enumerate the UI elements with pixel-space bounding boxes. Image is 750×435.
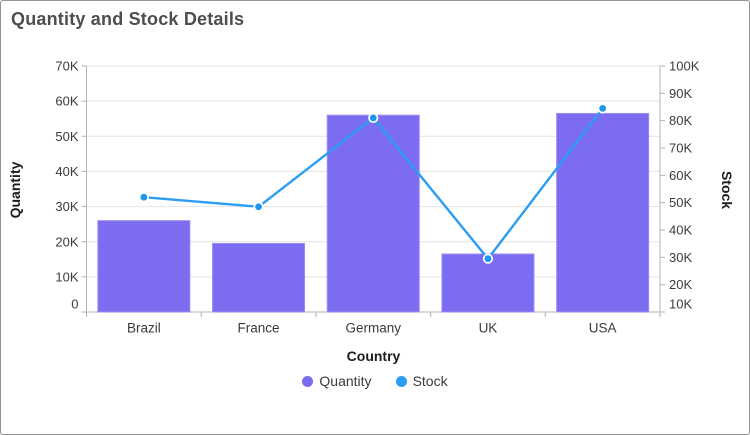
legend-item-stock[interactable]: Stock [395,373,448,389]
y-axis-label-left: 50K [55,129,78,144]
x-axis-title: Country [346,348,401,364]
x-axis-label-uk: UK [479,321,498,336]
y-axis-label-left: 60K [55,94,78,109]
line-marker-usa[interactable] [597,103,608,114]
y-axis-title-left: Quantity [7,161,23,219]
line-marker-uk[interactable] [482,253,494,264]
y-axis-label-right: 80K [669,113,692,128]
bar-usa[interactable] [556,112,650,313]
line-marker-france[interactable] [253,201,264,212]
y-axis-label-right: 60K [669,168,692,183]
legend: Quantity Stock [1,373,749,389]
y-axis-label-left: 10K [55,269,78,284]
legend-item-quantity[interactable]: Quantity [302,373,372,389]
legend-label-stock: Stock [412,373,448,389]
y-axis-label-right: 100K [669,59,700,74]
y-axis-label-right: 90K [669,86,692,101]
chart-title: Quantity and Stock Details [11,9,245,29]
bar-germany[interactable] [326,114,420,313]
bar-france[interactable] [212,242,306,313]
y-axis-label-right: 40K [669,223,692,238]
y-axis-label-right: 20K [669,277,692,292]
y-axis-label-left: 70K [55,59,78,74]
y-axis-label-right: 30K [669,250,692,265]
y-axis-label-left: 40K [55,164,78,179]
x-axis-label-germany: Germany [345,321,401,336]
y-axis-label-left: 20K [55,234,78,249]
y-axis-label-left: 30K [55,199,78,214]
y-axis-label-right: 10K [669,297,692,312]
y-axis-label-right: 70K [669,141,692,156]
legend-dot-quantity-icon [302,375,314,387]
line-marker-germany[interactable] [368,112,379,124]
legend-dot-stock-icon [395,375,407,387]
y-axis-title-right: Stock [719,170,735,210]
bar-brazil[interactable] [97,220,191,313]
y-axis-label-left: 0 [71,297,78,312]
y-axis-label-right: 50K [669,195,692,210]
x-axis-label-france: France [238,321,280,336]
legend-label-quantity: Quantity [319,373,372,389]
x-axis-label-brazil: Brazil [127,321,161,336]
line-marker-brazil[interactable] [138,192,149,203]
x-axis-label-usa: USA [589,321,617,336]
